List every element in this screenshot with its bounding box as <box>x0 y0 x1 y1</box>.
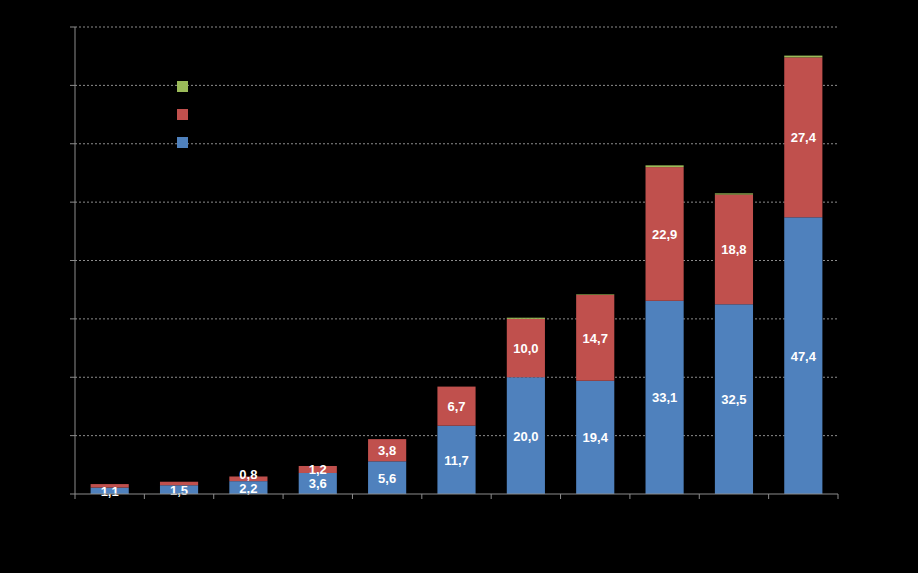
data-label: 5,6 <box>378 471 396 486</box>
y-tick <box>70 494 75 495</box>
grid-line <box>75 27 838 28</box>
y-axis <box>75 27 76 494</box>
data-label: 20,0 <box>513 429 538 444</box>
bar-segment <box>784 57 822 217</box>
x-tick <box>75 494 76 499</box>
bar-segment <box>437 386 475 387</box>
bar-segment <box>646 165 684 167</box>
y-tick <box>70 202 75 203</box>
bar-segment <box>576 294 614 296</box>
x-axis <box>75 494 838 495</box>
grid-line <box>75 143 838 144</box>
data-label: 1,2 <box>309 462 327 477</box>
bar-segment <box>715 195 753 305</box>
data-label: 19,4 <box>583 430 609 445</box>
data-label: 3,8 <box>378 443 396 458</box>
bar-segment <box>646 301 684 494</box>
bar-segment <box>784 56 822 58</box>
y-tick <box>70 27 75 28</box>
background <box>0 0 918 573</box>
data-label: 10,0 <box>513 341 538 356</box>
x-tick <box>352 494 353 499</box>
data-label: 14,7 <box>583 331 608 346</box>
data-label: 22,9 <box>652 227 677 242</box>
bar-segment <box>646 167 684 301</box>
bar-segment <box>784 217 822 494</box>
bar-segment <box>576 381 614 494</box>
bar-segment <box>576 295 614 381</box>
legend-swatch <box>177 137 188 148</box>
data-label: 11,7 <box>444 453 469 468</box>
data-label: 6,7 <box>447 399 465 414</box>
axes <box>75 27 838 499</box>
bar-segment <box>715 193 753 194</box>
data-label: 2,2 <box>239 481 257 496</box>
x-tick <box>838 494 839 499</box>
x-tick <box>421 494 422 499</box>
grid <box>70 27 838 494</box>
y-tick <box>70 318 75 319</box>
y-tick <box>70 377 75 378</box>
data-label: 32,5 <box>721 392 746 407</box>
data-label: 33,1 <box>652 390 677 405</box>
bar-segment <box>437 426 475 494</box>
y-tick <box>70 435 75 436</box>
data-label: 27,4 <box>791 130 817 145</box>
x-tick <box>699 494 700 499</box>
x-tick <box>283 494 284 499</box>
bar-segment <box>507 319 545 377</box>
bar-segment <box>437 387 475 426</box>
grid-line <box>75 85 838 86</box>
x-tick <box>213 494 214 499</box>
data-label: 0,8 <box>239 467 257 482</box>
bar-segment <box>715 304 753 494</box>
x-tick <box>629 494 630 499</box>
y-tick <box>70 260 75 261</box>
data-label: 1,1 <box>101 484 119 499</box>
bar-segment <box>368 439 406 440</box>
y-tick <box>70 85 75 86</box>
legend <box>177 81 188 148</box>
data-label: 47,4 <box>791 349 817 364</box>
data-label: 18,8 <box>721 242 746 257</box>
data-labels: 1,1 1,5 2,20,8 3,61,2 5,6 3,8 11,7 6,7 20,0 10,0 1… <box>101 130 817 498</box>
bar-segment <box>368 439 406 461</box>
bar-segment <box>507 377 545 494</box>
data-label: 1,5 <box>170 483 188 498</box>
x-tick <box>144 494 145 499</box>
legend-swatch <box>177 81 188 92</box>
x-tick <box>560 494 561 499</box>
y-tick <box>70 143 75 144</box>
legend-swatch <box>177 109 188 120</box>
chart: 1,1 1,5 2,20,8 3,61,2 5,6 3,8 11,7 6,7 20,0 10,0 1… <box>0 0 918 573</box>
data-label: 3,6 <box>309 476 327 491</box>
bar-segment <box>507 318 545 319</box>
x-tick <box>491 494 492 499</box>
bars <box>91 56 823 494</box>
bar-segment <box>368 461 406 494</box>
x-tick <box>768 494 769 499</box>
